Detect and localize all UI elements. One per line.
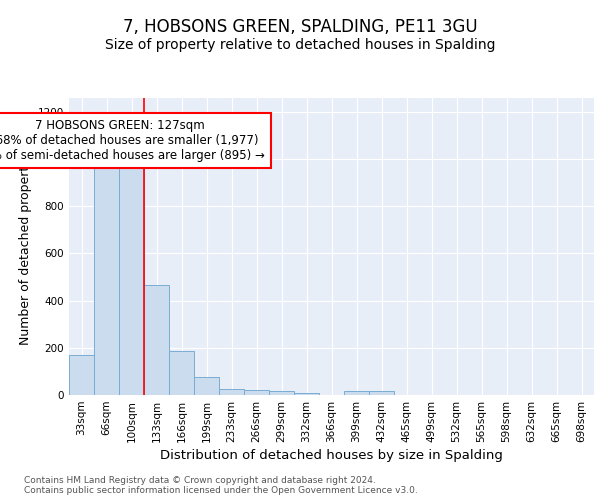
Bar bbox=[269, 392, 294, 395]
Bar bbox=[169, 351, 194, 395]
X-axis label: Distribution of detached houses by size in Spalding: Distribution of detached houses by size … bbox=[160, 449, 503, 462]
Y-axis label: Number of detached properties: Number of detached properties bbox=[19, 148, 32, 345]
Text: Contains HM Land Registry data © Crown copyright and database right 2024.
Contai: Contains HM Land Registry data © Crown c… bbox=[24, 476, 418, 495]
Text: Size of property relative to detached houses in Spalding: Size of property relative to detached ho… bbox=[105, 38, 495, 52]
Text: 7 HOBSONS GREEN: 127sqm
← 68% of detached houses are smaller (1,977)
31% of semi: 7 HOBSONS GREEN: 127sqm ← 68% of detache… bbox=[0, 119, 265, 162]
Bar bbox=[344, 392, 369, 395]
Bar bbox=[69, 355, 94, 395]
Text: 7, HOBSONS GREEN, SPALDING, PE11 3GU: 7, HOBSONS GREEN, SPALDING, PE11 3GU bbox=[122, 18, 478, 36]
Bar bbox=[144, 285, 169, 395]
Bar bbox=[369, 392, 394, 395]
Bar bbox=[94, 166, 119, 395]
Bar bbox=[219, 388, 244, 395]
Bar bbox=[194, 377, 219, 395]
Bar bbox=[244, 390, 269, 395]
Bar bbox=[119, 160, 144, 395]
Bar bbox=[294, 392, 319, 395]
